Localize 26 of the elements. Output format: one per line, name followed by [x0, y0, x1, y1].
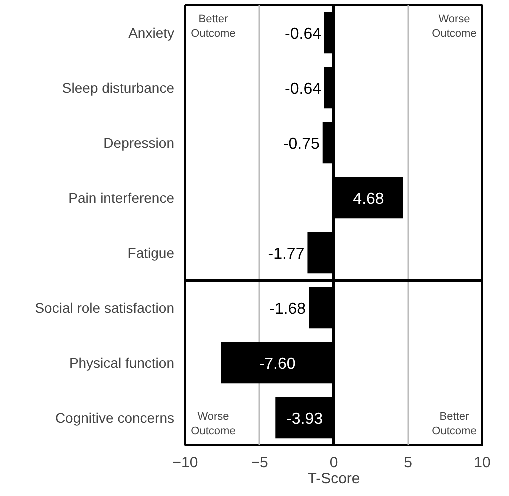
x-tick-label: 10: [474, 454, 491, 472]
data-label: -3.93: [286, 411, 324, 428]
y-tick-label: Sleep disturbance: [62, 80, 175, 96]
y-tick-label: Fatigue: [128, 245, 175, 261]
data-label: -0.75: [283, 136, 320, 153]
x-axis-title: T-Score: [308, 470, 360, 488]
x-tick-label: 0: [330, 454, 338, 472]
x-tick-label: 5: [404, 454, 412, 472]
annotation: Better Outcome: [432, 411, 477, 438]
y-tick-label: Physical function: [69, 355, 175, 371]
y-tick-label: Depression: [104, 135, 175, 151]
data-label: -7.60: [259, 356, 296, 373]
y-tick-label: Social role satisfaction: [35, 300, 175, 316]
annotation: Better Outcome: [191, 14, 236, 40]
annotation: Worse Outcome: [191, 411, 236, 438]
data-label: -1.77: [268, 246, 305, 263]
y-tick-label: Cognitive concerns: [55, 410, 174, 426]
data-label: -1.68: [270, 301, 306, 318]
data-label: -0.64: [285, 26, 322, 43]
y-tick-label: Anxiety: [128, 25, 175, 41]
annotation: Worse Outcome: [432, 14, 477, 40]
x-tick-label: −10: [172, 454, 198, 472]
data-label: -0.64: [285, 81, 322, 98]
data-label: 4.68: [353, 191, 384, 208]
y-tick-label: Pain interference: [68, 190, 175, 206]
x-tick-label: −5: [251, 454, 268, 472]
